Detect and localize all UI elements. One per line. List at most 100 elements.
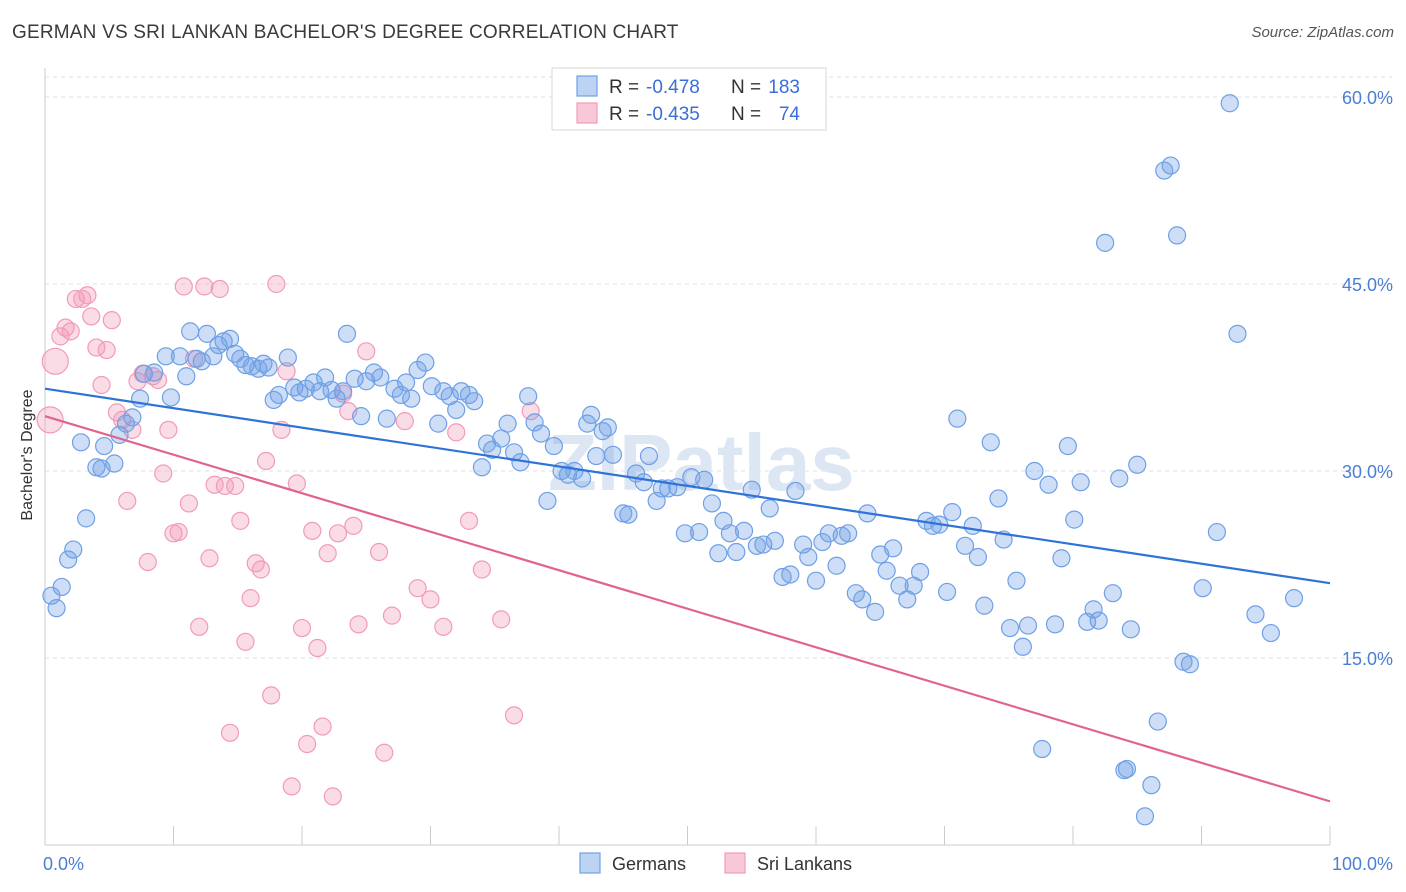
srilankan-point xyxy=(51,327,70,346)
legend-srilankan-n-value: 74 xyxy=(779,104,801,125)
y-tick-label: 30.0% xyxy=(1342,462,1393,482)
legend-srilankan-swatch xyxy=(576,102,598,124)
german-point xyxy=(170,347,190,366)
german-point xyxy=(123,408,142,427)
srilankan-point xyxy=(118,491,137,511)
chart-title: GERMAN VS SRI LANKAN BACHELOR'S DEGREE C… xyxy=(12,22,679,43)
german-point xyxy=(161,388,181,407)
german-point xyxy=(498,414,517,433)
german-point xyxy=(765,531,784,550)
german-point xyxy=(1220,94,1239,113)
german-point xyxy=(1096,233,1115,252)
german-point xyxy=(1246,605,1265,624)
german-point xyxy=(734,521,754,540)
german-point xyxy=(675,524,695,543)
german-point xyxy=(853,590,872,609)
srilankan-point xyxy=(174,277,193,296)
srilankan-point xyxy=(102,311,121,330)
srilankan-point xyxy=(210,279,229,299)
srilankan-point xyxy=(282,777,301,796)
srilankan-point xyxy=(318,544,337,563)
german-point xyxy=(105,454,124,473)
srilankan-point xyxy=(382,606,402,625)
german-point xyxy=(883,539,903,558)
srilankan-point xyxy=(61,322,80,341)
german-point xyxy=(890,576,909,595)
german-point xyxy=(799,547,818,567)
german-point xyxy=(603,445,623,464)
german-point xyxy=(192,352,211,371)
srilankan-point xyxy=(179,494,199,513)
german-point xyxy=(345,369,364,388)
srilankan-point xyxy=(447,423,466,442)
german-point xyxy=(156,347,175,366)
german-point xyxy=(447,400,466,420)
srilankan-point xyxy=(395,412,414,431)
x-tick-label: 100.0% xyxy=(1332,854,1393,874)
y-tick-label: 45.0% xyxy=(1342,275,1393,295)
x-tick-label: 0.0% xyxy=(43,854,84,874)
german-point xyxy=(531,424,551,443)
srilankan-point xyxy=(231,511,250,530)
srilankan-point xyxy=(328,524,348,543)
german-point xyxy=(64,540,83,559)
german-point xyxy=(59,550,78,569)
german-point xyxy=(668,478,687,497)
srilankan-point xyxy=(277,362,296,381)
german-point xyxy=(145,363,164,382)
source-label: Source: ZipAtlas.com xyxy=(1251,24,1394,41)
srilankan-point xyxy=(195,277,214,296)
legend-german-r-label: R = xyxy=(609,77,639,98)
legend-german-n-value: 183 xyxy=(768,77,800,98)
srilankan-point xyxy=(504,706,524,725)
axes xyxy=(44,68,1331,846)
srilankan-points xyxy=(36,274,540,806)
german-point xyxy=(1148,712,1167,731)
srilankan-point xyxy=(97,340,116,360)
bottom-legend-german-label: Germans xyxy=(612,854,686,874)
german-point xyxy=(226,344,245,363)
german-point xyxy=(264,390,283,410)
german-point xyxy=(760,499,779,518)
german-point xyxy=(77,509,96,528)
german-point xyxy=(910,562,930,582)
srilankan-point xyxy=(256,451,276,471)
german-point xyxy=(1117,759,1137,779)
x-tick-labels: 0.0% 100.0% xyxy=(43,854,1393,874)
german-point xyxy=(352,407,371,426)
legend-srilankan-r-value: -0.435 xyxy=(646,104,700,125)
german-point xyxy=(582,405,601,424)
german-point xyxy=(1207,522,1227,542)
srilankan-point xyxy=(292,618,312,638)
german-point xyxy=(634,473,653,492)
german-point xyxy=(689,522,709,542)
srilankan-point xyxy=(267,274,286,294)
srilankan-trend-line xyxy=(44,415,1331,803)
german-point xyxy=(285,378,304,397)
german-point xyxy=(1058,436,1077,456)
german-point xyxy=(781,565,800,584)
german-point xyxy=(619,505,638,524)
german-point xyxy=(371,368,390,387)
german-point xyxy=(727,542,746,562)
german-point xyxy=(827,556,846,575)
german-point xyxy=(408,360,427,380)
y-tick-labels: 15.0% 30.0% 45.0% 60.0% xyxy=(1342,88,1393,669)
german-point xyxy=(1135,807,1155,826)
bottom-legend-srilankan-label: Sri Lankans xyxy=(757,854,852,874)
german-point xyxy=(1228,324,1247,343)
srilankan-point xyxy=(138,552,157,572)
german-point xyxy=(1052,549,1071,568)
german-point xyxy=(327,389,346,408)
german-point xyxy=(948,409,967,428)
srilankan-point xyxy=(298,734,317,754)
german-point xyxy=(197,324,217,343)
legend-srilankan-n-label: N = xyxy=(731,104,761,125)
german-point xyxy=(1089,611,1108,630)
srilankan-point xyxy=(66,289,85,309)
srilankan-point xyxy=(190,617,209,636)
srilankan-point xyxy=(251,560,270,579)
legend-german-r-value: -0.478 xyxy=(646,77,700,98)
german-point xyxy=(1121,620,1140,639)
srilankan-point xyxy=(236,632,255,651)
